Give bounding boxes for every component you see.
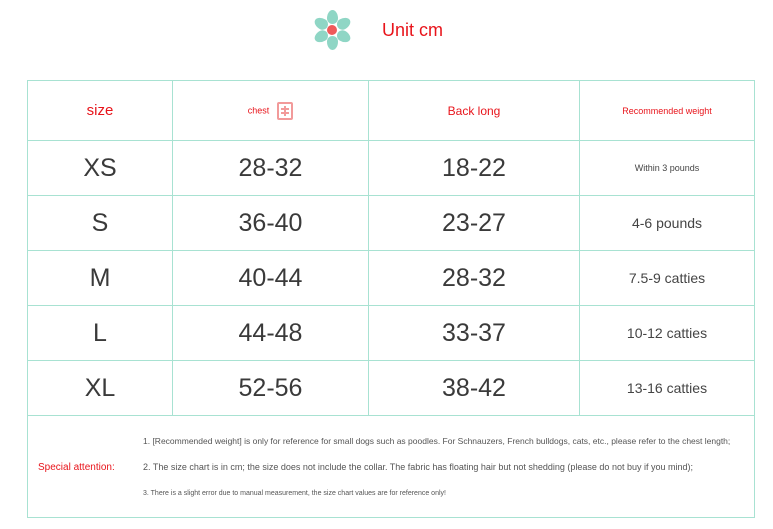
- table-row: XS 28-32 18-22 Within 3 pounds: [27, 140, 755, 196]
- table-header-row: size chest Back long Recommended weight: [27, 80, 755, 141]
- note-item: 1. [Recommended weight] is only for refe…: [143, 436, 731, 446]
- cell-weight: 4-6 pounds: [579, 195, 755, 251]
- cell-back-long: 38-42: [368, 360, 580, 416]
- note-item: 3. There is a slight error due to manual…: [143, 490, 446, 497]
- flower-icon: [310, 8, 354, 52]
- size-chart-table: size chest Back long Recommended weight …: [27, 80, 755, 518]
- cell-back-long: 23-27: [368, 195, 580, 251]
- cell-chest: 40-44: [172, 250, 369, 306]
- table-row: XL 52-56 38-42 13-16 catties: [27, 360, 755, 416]
- cell-size: M: [27, 250, 173, 306]
- cell-chest: 36-40: [172, 195, 369, 251]
- cell-weight: 10-12 catties: [579, 305, 755, 361]
- column-header-recommended-weight: Recommended weight: [579, 80, 755, 141]
- cell-chest: 28-32: [172, 140, 369, 196]
- cell-size: L: [27, 305, 173, 361]
- cell-back-long: 28-32: [368, 250, 580, 306]
- cell-size: XS: [27, 140, 173, 196]
- table-row: S 36-40 23-27 4-6 pounds: [27, 195, 755, 251]
- cell-weight: 13-16 catties: [579, 360, 755, 416]
- column-header-chest: chest: [172, 80, 369, 141]
- circumference-stamp-icon: [277, 101, 294, 120]
- column-header-size: size: [27, 80, 173, 141]
- cell-weight: 7.5-9 catties: [579, 250, 755, 306]
- cell-back-long: 18-22: [368, 140, 580, 196]
- table-row: M 40-44 28-32 7.5-9 catties: [27, 250, 755, 306]
- unit-label: Unit cm: [382, 19, 444, 40]
- special-attention-label: Special attention:: [38, 462, 115, 473]
- cell-chest: 52-56: [172, 360, 369, 416]
- cell-weight: Within 3 pounds: [579, 140, 755, 196]
- column-header-back-long: Back long: [368, 80, 580, 141]
- header: Unit cm: [310, 10, 443, 50]
- special-attention-notes: Special attention: 1. [Recommended weigh…: [27, 415, 755, 518]
- cell-back-long: 33-37: [368, 305, 580, 361]
- table-row: L 44-48 33-37 10-12 catties: [27, 305, 755, 361]
- cell-size: S: [27, 195, 173, 251]
- cell-size: XL: [27, 360, 173, 416]
- chest-label: chest: [247, 104, 270, 115]
- cell-chest: 44-48: [172, 305, 369, 361]
- note-item: 2. The size chart is in cm; the size doe…: [143, 462, 693, 472]
